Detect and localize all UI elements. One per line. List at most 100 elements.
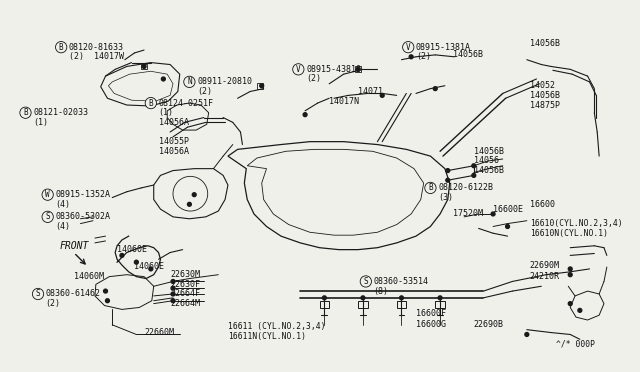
Circle shape <box>525 333 529 336</box>
Text: 14071: 14071 <box>358 87 383 96</box>
Text: 16611N(CYL.NO.1): 16611N(CYL.NO.1) <box>228 332 306 341</box>
Text: 14056A: 14056A <box>159 118 189 127</box>
Circle shape <box>171 292 175 296</box>
Text: B: B <box>148 99 153 108</box>
Text: 14060M: 14060M <box>74 272 104 281</box>
Circle shape <box>323 296 326 300</box>
Text: 22664F: 22664F <box>170 289 200 298</box>
Circle shape <box>568 302 572 305</box>
Text: B: B <box>23 108 28 117</box>
Circle shape <box>399 296 403 300</box>
Text: 22664M: 22664M <box>170 299 200 308</box>
Circle shape <box>491 212 495 216</box>
Circle shape <box>380 93 384 97</box>
Circle shape <box>356 67 360 71</box>
Text: 08360-53514: 08360-53514 <box>374 277 429 286</box>
Text: S: S <box>364 277 368 286</box>
Text: 08360-61462: 08360-61462 <box>45 289 100 298</box>
Circle shape <box>192 193 196 197</box>
Circle shape <box>134 260 138 264</box>
Text: S: S <box>36 289 40 298</box>
Text: 14056A: 14056A <box>159 147 189 156</box>
Text: 14056B: 14056B <box>530 91 560 100</box>
Circle shape <box>568 267 572 271</box>
Text: 14056B: 14056B <box>530 39 560 48</box>
Text: 08915-1381A: 08915-1381A <box>416 43 471 52</box>
Text: 08915-1352A: 08915-1352A <box>56 190 110 199</box>
Text: 08120-81633: 08120-81633 <box>69 43 124 52</box>
Text: V: V <box>296 65 301 74</box>
Text: 16610N(CYL.NO.1): 16610N(CYL.NO.1) <box>530 229 608 238</box>
Bar <box>141 64 147 69</box>
Bar <box>397 301 406 308</box>
Text: 17520M: 17520M <box>452 209 483 218</box>
Circle shape <box>303 113 307 116</box>
Bar <box>355 67 361 72</box>
Bar <box>319 301 329 308</box>
Text: 14056B: 14056B <box>474 147 504 156</box>
Text: B: B <box>428 183 433 192</box>
Circle shape <box>472 164 476 168</box>
Circle shape <box>260 84 264 88</box>
Circle shape <box>433 87 437 90</box>
Circle shape <box>506 225 509 228</box>
Circle shape <box>472 173 476 177</box>
Text: 14060E: 14060E <box>134 263 164 272</box>
Text: 14060E: 14060E <box>117 245 147 254</box>
Text: 08121-02033: 08121-02033 <box>33 108 88 117</box>
Text: S: S <box>45 212 50 221</box>
Text: 08360-5302A: 08360-5302A <box>56 212 110 221</box>
Text: 14017N: 14017N <box>329 97 359 106</box>
Text: 16611 (CYL.NO.2,3,4): 16611 (CYL.NO.2,3,4) <box>228 322 326 331</box>
Text: (2): (2) <box>306 74 321 83</box>
Bar <box>257 83 262 89</box>
Circle shape <box>161 77 165 81</box>
Text: (2): (2) <box>45 299 61 308</box>
Bar <box>358 301 368 308</box>
Text: 14056B: 14056B <box>474 166 504 175</box>
Text: 14875P: 14875P <box>530 100 560 109</box>
Text: (4): (4) <box>56 222 70 231</box>
Text: 22690M: 22690M <box>530 260 560 270</box>
Text: 24210R: 24210R <box>530 272 560 281</box>
Text: 16610(CYL.NO.2,3,4): 16610(CYL.NO.2,3,4) <box>530 219 622 228</box>
Text: (2)  14017W: (2) 14017W <box>69 52 124 61</box>
Text: 16600G: 16600G <box>416 320 446 329</box>
Text: 14055P: 14055P <box>159 137 189 146</box>
Circle shape <box>409 55 413 59</box>
Text: W: W <box>45 190 50 199</box>
Circle shape <box>171 299 175 303</box>
Circle shape <box>171 286 175 290</box>
Circle shape <box>578 308 582 312</box>
Circle shape <box>104 289 108 293</box>
Text: (2): (2) <box>197 87 212 96</box>
Text: 14056: 14056 <box>474 157 499 166</box>
Text: 14052: 14052 <box>530 81 555 90</box>
Text: N: N <box>187 77 192 86</box>
Text: 22660M: 22660M <box>144 328 174 337</box>
Circle shape <box>142 64 146 68</box>
Bar <box>435 301 445 308</box>
Text: B: B <box>59 43 63 52</box>
Text: 14056B: 14056B <box>452 50 483 60</box>
Text: 16600: 16600 <box>530 200 555 209</box>
Text: (2): (2) <box>416 52 431 61</box>
Text: 16600F: 16600F <box>416 309 446 318</box>
Circle shape <box>188 202 191 206</box>
Text: ^/* 000P: ^/* 000P <box>556 340 595 349</box>
Circle shape <box>438 296 442 300</box>
Text: FRONT: FRONT <box>60 241 88 251</box>
Circle shape <box>446 169 450 173</box>
Text: 08124-0251F: 08124-0251F <box>159 99 214 108</box>
Circle shape <box>361 296 365 300</box>
Text: (8): (8) <box>374 286 388 296</box>
Circle shape <box>120 253 124 257</box>
Text: 08911-20810: 08911-20810 <box>197 77 252 86</box>
Text: 22630M: 22630M <box>170 270 200 279</box>
Text: V: V <box>406 43 411 52</box>
Text: (4): (4) <box>56 200 70 209</box>
Text: 22690B: 22690B <box>474 320 504 329</box>
Text: (1): (1) <box>33 118 48 127</box>
Circle shape <box>171 279 175 283</box>
Circle shape <box>446 178 450 182</box>
